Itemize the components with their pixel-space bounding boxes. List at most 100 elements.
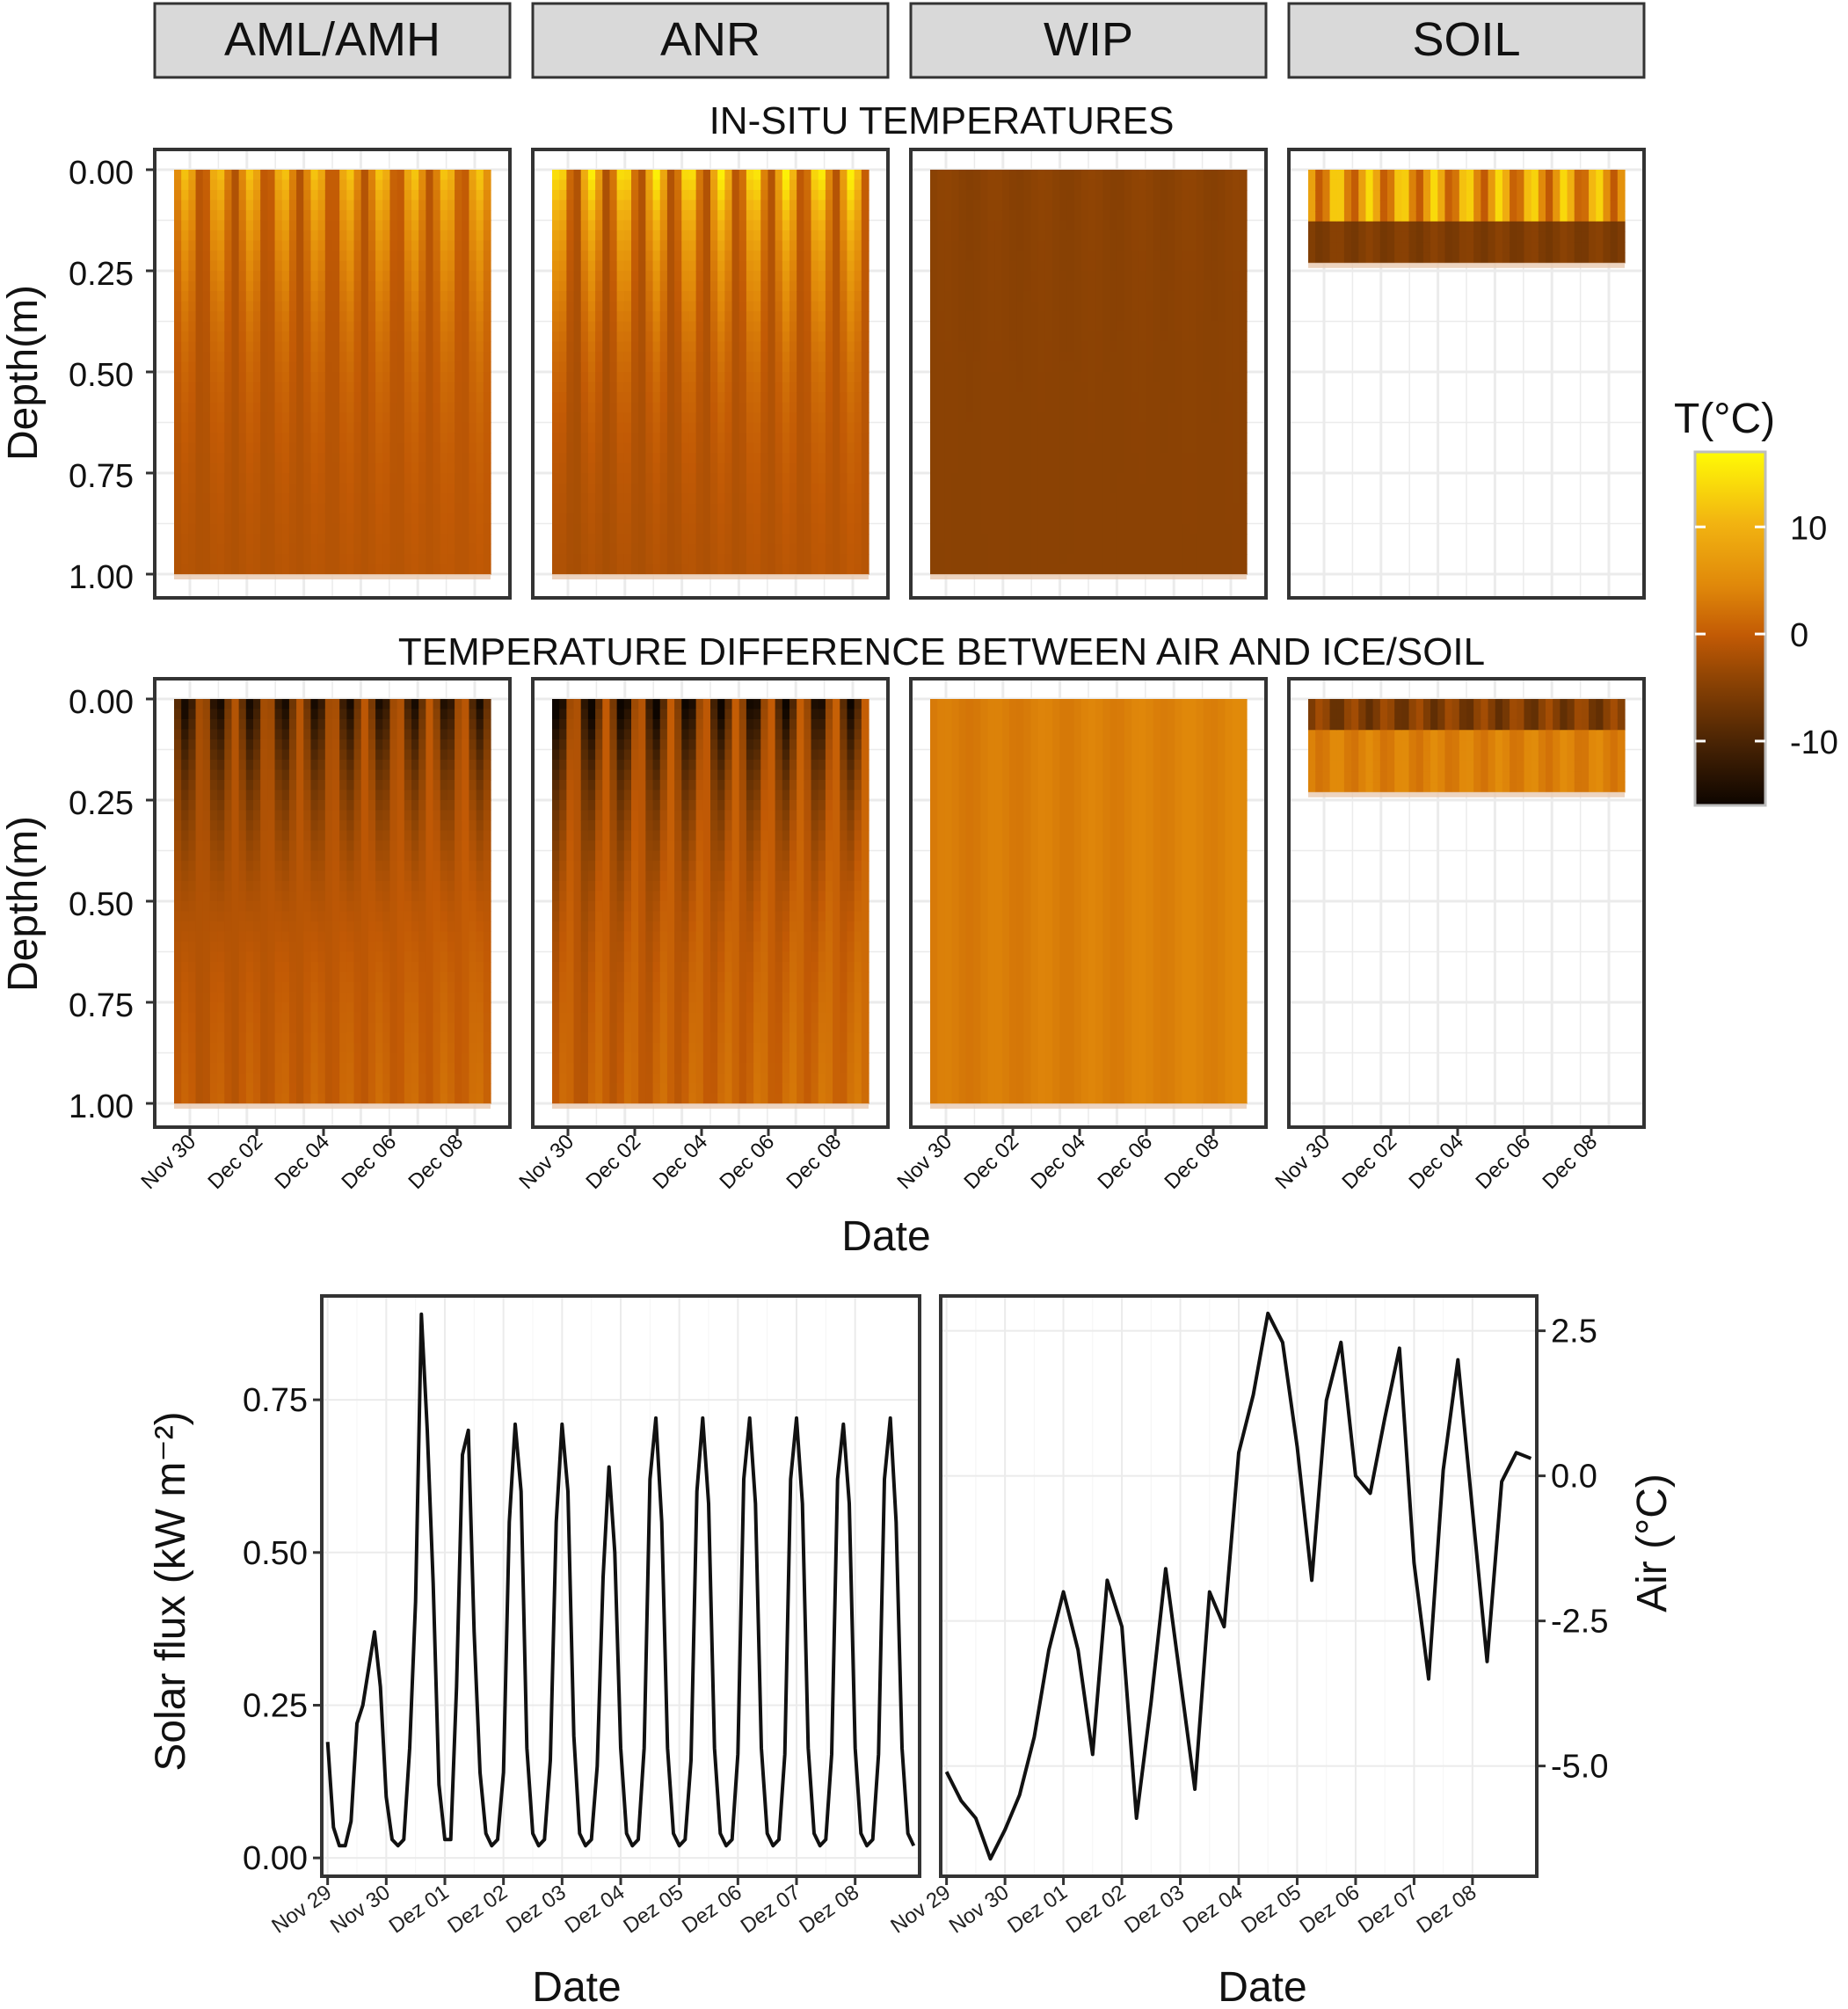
heatmap-cell (559, 372, 567, 383)
heatmap-cell (253, 321, 261, 332)
heatmap-cell (825, 412, 833, 424)
heatmap-cell (958, 483, 967, 494)
heatmap-cell (833, 190, 840, 201)
heatmap-cell (231, 361, 240, 373)
heatmap-cell (1110, 422, 1118, 433)
heatmap-cell (638, 271, 646, 282)
heatmap-cell (580, 473, 589, 484)
heatmap-cell (688, 210, 697, 222)
heatmap-cell (1102, 493, 1111, 505)
heatmap-cell (631, 422, 639, 433)
heatmap-cell (710, 301, 718, 312)
heatmap-cell (1160, 220, 1168, 231)
heatmap-cell (389, 534, 398, 545)
heatmap-cell (174, 402, 182, 413)
heatmap-cell (462, 210, 470, 222)
heatmap-cell (274, 190, 283, 201)
heatmap-cell (389, 453, 398, 464)
heatmap-cell (339, 271, 347, 282)
heatmap-cell (360, 240, 369, 251)
heatmap-cell (937, 260, 945, 272)
heatmap-cell (746, 483, 754, 494)
heatmap-cell (609, 331, 618, 343)
heatmap-cell (825, 543, 833, 555)
heatmap-cell (951, 210, 960, 222)
heatmap-cell (288, 462, 297, 474)
heatmap-cell (731, 483, 740, 494)
heatmap-cell (951, 503, 960, 514)
heatmap-cell (346, 200, 355, 211)
heatmap-cell (469, 210, 477, 222)
heatmap-cell (224, 554, 233, 565)
heatmap-cell (1066, 503, 1075, 514)
heatmap-cell (944, 280, 953, 292)
heatmap-cell (782, 372, 790, 383)
heatmap-cell (958, 179, 967, 191)
heatmap-cell (645, 179, 654, 191)
heatmap-cell (753, 230, 761, 242)
heatmap-cell (587, 179, 596, 191)
heatmap-cell (937, 170, 945, 181)
heatmap-cell (768, 271, 776, 282)
heatmap-cell (753, 170, 761, 181)
heatmap-cell (580, 271, 589, 282)
heatmap-cell (353, 453, 362, 464)
heatmap-cell (1030, 179, 1039, 191)
heatmap-cell (288, 251, 297, 262)
heatmap-cell (854, 453, 862, 464)
heatmap-cell (825, 483, 833, 494)
heatmap-cell (994, 412, 1003, 424)
heatmap-cell (332, 513, 340, 525)
heatmap-cell (717, 534, 725, 545)
heatmap-cell (455, 331, 462, 343)
heatmap-cell (811, 280, 819, 292)
heatmap-cell (397, 473, 405, 484)
heatmap-cell (281, 190, 290, 201)
heatmap-cell (602, 291, 611, 302)
heatmap-cell (595, 321, 603, 332)
heatmap-cell (303, 442, 312, 454)
heatmap-cell (1073, 422, 1082, 433)
heatmap-cell (753, 321, 761, 332)
heatmap-cell (382, 240, 391, 251)
heatmap-cell (296, 433, 304, 444)
heatmap-cell (426, 433, 434, 444)
heatmap-cell (804, 523, 812, 535)
heatmap-cell (638, 210, 646, 222)
heatmap-cell (854, 372, 862, 383)
heatmap-cell (818, 210, 826, 222)
heatmap-cell (455, 462, 462, 474)
heatmap-cell (202, 382, 211, 393)
heatmap-cell (440, 412, 448, 424)
heatmap-cell (566, 170, 575, 181)
heatmap-cell (994, 352, 1003, 363)
heatmap-cell (587, 210, 596, 222)
heatmap-cell (1001, 260, 1010, 272)
heatmap-cell (310, 382, 319, 393)
heatmap-cell (296, 230, 304, 242)
heatmap-cell (353, 200, 362, 211)
heatmap-cell (397, 543, 405, 555)
heatmap-cell (1182, 301, 1190, 312)
heatmap-cell (930, 382, 938, 393)
heatmap-cell (1009, 321, 1017, 332)
heatmap-cell (1016, 442, 1024, 454)
heatmap-cell (811, 473, 819, 484)
heatmap-cell (847, 220, 855, 231)
heatmap-cell (987, 260, 996, 272)
heatmap-cell (930, 210, 938, 222)
heatmap-cell (253, 473, 261, 484)
heatmap-cell (1037, 433, 1046, 444)
heatmap-cell (217, 554, 225, 565)
heatmap-cell (1009, 352, 1017, 363)
heatmap-cell (274, 402, 283, 413)
heatmap-cell (346, 210, 355, 222)
heatmap-cell (702, 493, 711, 505)
heatmap-cell (296, 251, 304, 262)
heatmap-cell (1080, 564, 1089, 575)
heatmap-cell (768, 230, 776, 242)
heatmap-cell (731, 433, 740, 444)
heatmap-cell (1110, 462, 1118, 474)
heatmap-cell (267, 240, 276, 251)
heatmap-cell (1030, 280, 1039, 292)
